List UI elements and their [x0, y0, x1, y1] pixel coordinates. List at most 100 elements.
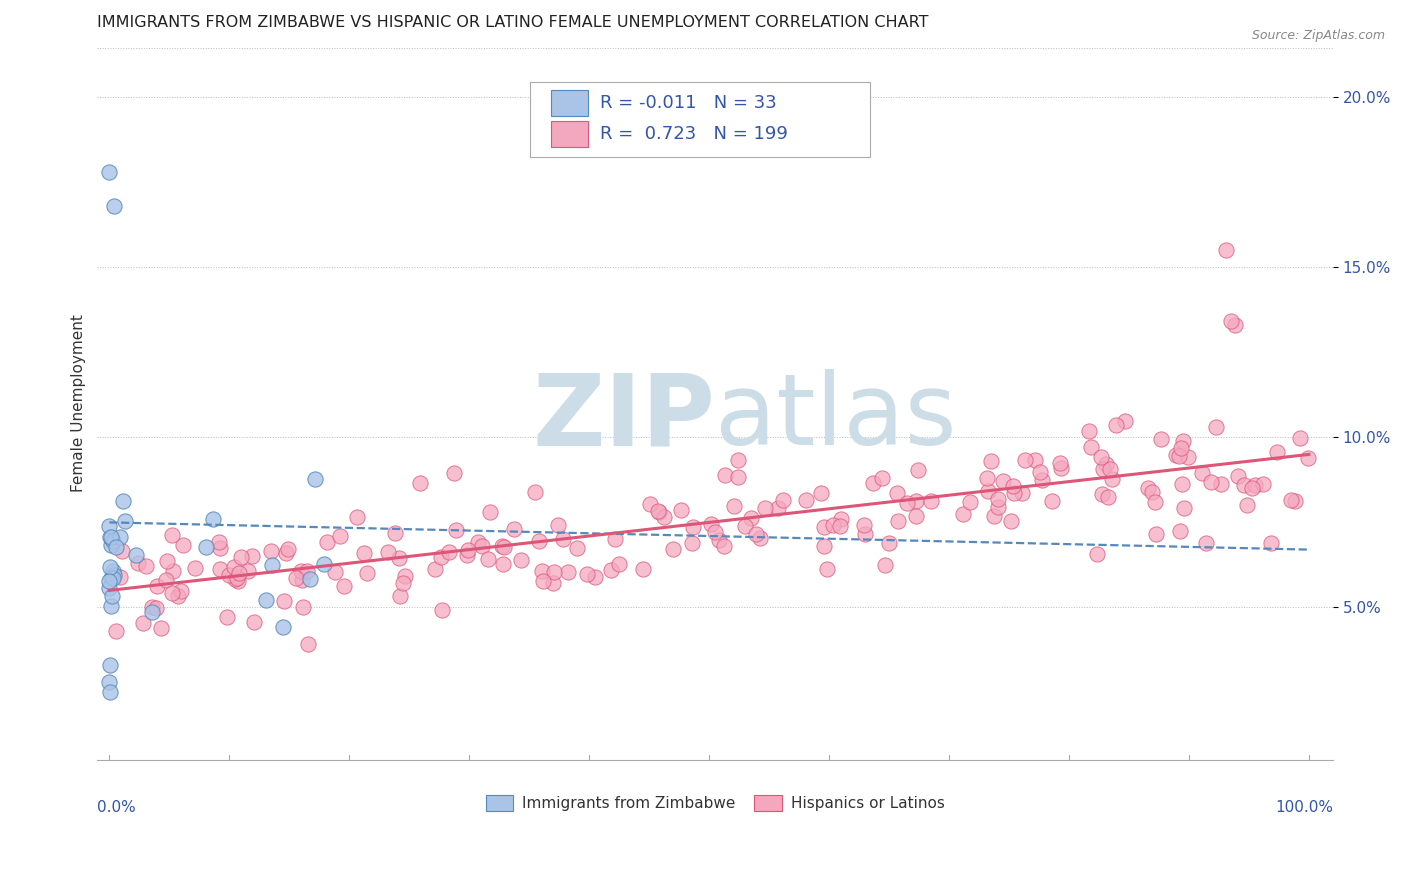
FancyBboxPatch shape: [530, 82, 869, 157]
Point: [523, 485, 546, 500]
Point: [707, 533, 730, 548]
Point: [172, 538, 194, 552]
Point: [815, 562, 838, 576]
Point: [1215, 244, 1237, 258]
Point: [226, 574, 249, 588]
Point: [740, 511, 762, 525]
Point: [862, 475, 884, 490]
Point: [254, 592, 277, 607]
Point: [478, 505, 501, 519]
Point: [353, 546, 375, 560]
Point: [98, 675, 121, 690]
Point: [1137, 481, 1160, 495]
Point: [727, 470, 749, 484]
Point: [1170, 441, 1192, 455]
Point: [813, 539, 835, 553]
Point: [430, 549, 453, 564]
Point: [1201, 475, 1223, 489]
Point: [145, 600, 167, 615]
Point: [394, 568, 416, 582]
Point: [494, 540, 516, 554]
Point: [576, 566, 599, 581]
Point: [794, 493, 817, 508]
Point: [1251, 476, 1274, 491]
Point: [141, 605, 163, 619]
Point: [231, 549, 253, 564]
Text: ZIP: ZIP: [533, 369, 716, 467]
Point: [543, 566, 565, 580]
Point: [1220, 314, 1243, 328]
FancyBboxPatch shape: [551, 90, 588, 116]
Point: [218, 568, 240, 582]
Point: [1244, 478, 1267, 492]
Point: [215, 610, 238, 624]
Point: [976, 470, 998, 484]
Point: [830, 512, 852, 526]
Point: [162, 528, 184, 542]
Point: [648, 505, 671, 519]
Point: [745, 526, 768, 541]
Point: [408, 476, 430, 491]
Point: [423, 562, 446, 576]
Point: [557, 566, 579, 580]
Point: [1241, 481, 1264, 495]
Point: [983, 509, 1005, 524]
Point: [1104, 417, 1126, 432]
Point: [100, 538, 122, 552]
Point: [132, 616, 155, 631]
Point: [290, 573, 312, 587]
Point: [114, 514, 136, 528]
Point: [124, 548, 146, 562]
Point: [1284, 493, 1306, 508]
Point: [1028, 465, 1050, 479]
Point: [1279, 492, 1302, 507]
Point: [167, 589, 190, 603]
Point: [208, 562, 231, 576]
Point: [1164, 448, 1187, 462]
Point: [1195, 536, 1218, 550]
Text: IMMIGRANTS FROM ZIMBABWE VS HISPANIC OR LATINO FEMALE UNEMPLOYMENT CORRELATION C: IMMIGRANTS FROM ZIMBABWE VS HISPANIC OR …: [97, 15, 929, 30]
Point: [103, 564, 125, 578]
Point: [1168, 449, 1191, 463]
Point: [754, 500, 776, 515]
Point: [346, 509, 368, 524]
Point: [640, 497, 662, 511]
Point: [98, 685, 121, 699]
Point: [100, 590, 122, 604]
Text: 0.0%: 0.0%: [97, 799, 136, 814]
Point: [260, 543, 283, 558]
Point: [1140, 485, 1163, 500]
Point: [1144, 527, 1167, 541]
Point: [141, 599, 163, 614]
Point: [952, 508, 974, 522]
Point: [377, 545, 399, 559]
Point: [1002, 479, 1025, 493]
Point: [1011, 486, 1033, 500]
Point: [599, 563, 621, 577]
Point: [1099, 462, 1122, 476]
Point: [146, 579, 169, 593]
Point: [810, 486, 832, 500]
Point: [446, 523, 468, 537]
Point: [987, 491, 1010, 506]
Point: [669, 503, 692, 517]
Point: [329, 529, 352, 543]
Point: [195, 540, 218, 554]
Point: [681, 536, 703, 550]
Point: [323, 565, 346, 579]
Point: [103, 199, 125, 213]
Point: [491, 540, 513, 554]
Point: [127, 556, 149, 570]
Point: [553, 532, 575, 546]
Point: [1173, 434, 1195, 449]
Point: [228, 566, 250, 580]
Point: [290, 564, 312, 578]
Point: [700, 517, 723, 532]
Point: [388, 589, 411, 603]
Point: [749, 531, 772, 545]
Point: [457, 543, 479, 558]
Point: [105, 541, 128, 555]
Point: [541, 576, 564, 591]
Point: [873, 558, 896, 572]
Point: [652, 509, 675, 524]
